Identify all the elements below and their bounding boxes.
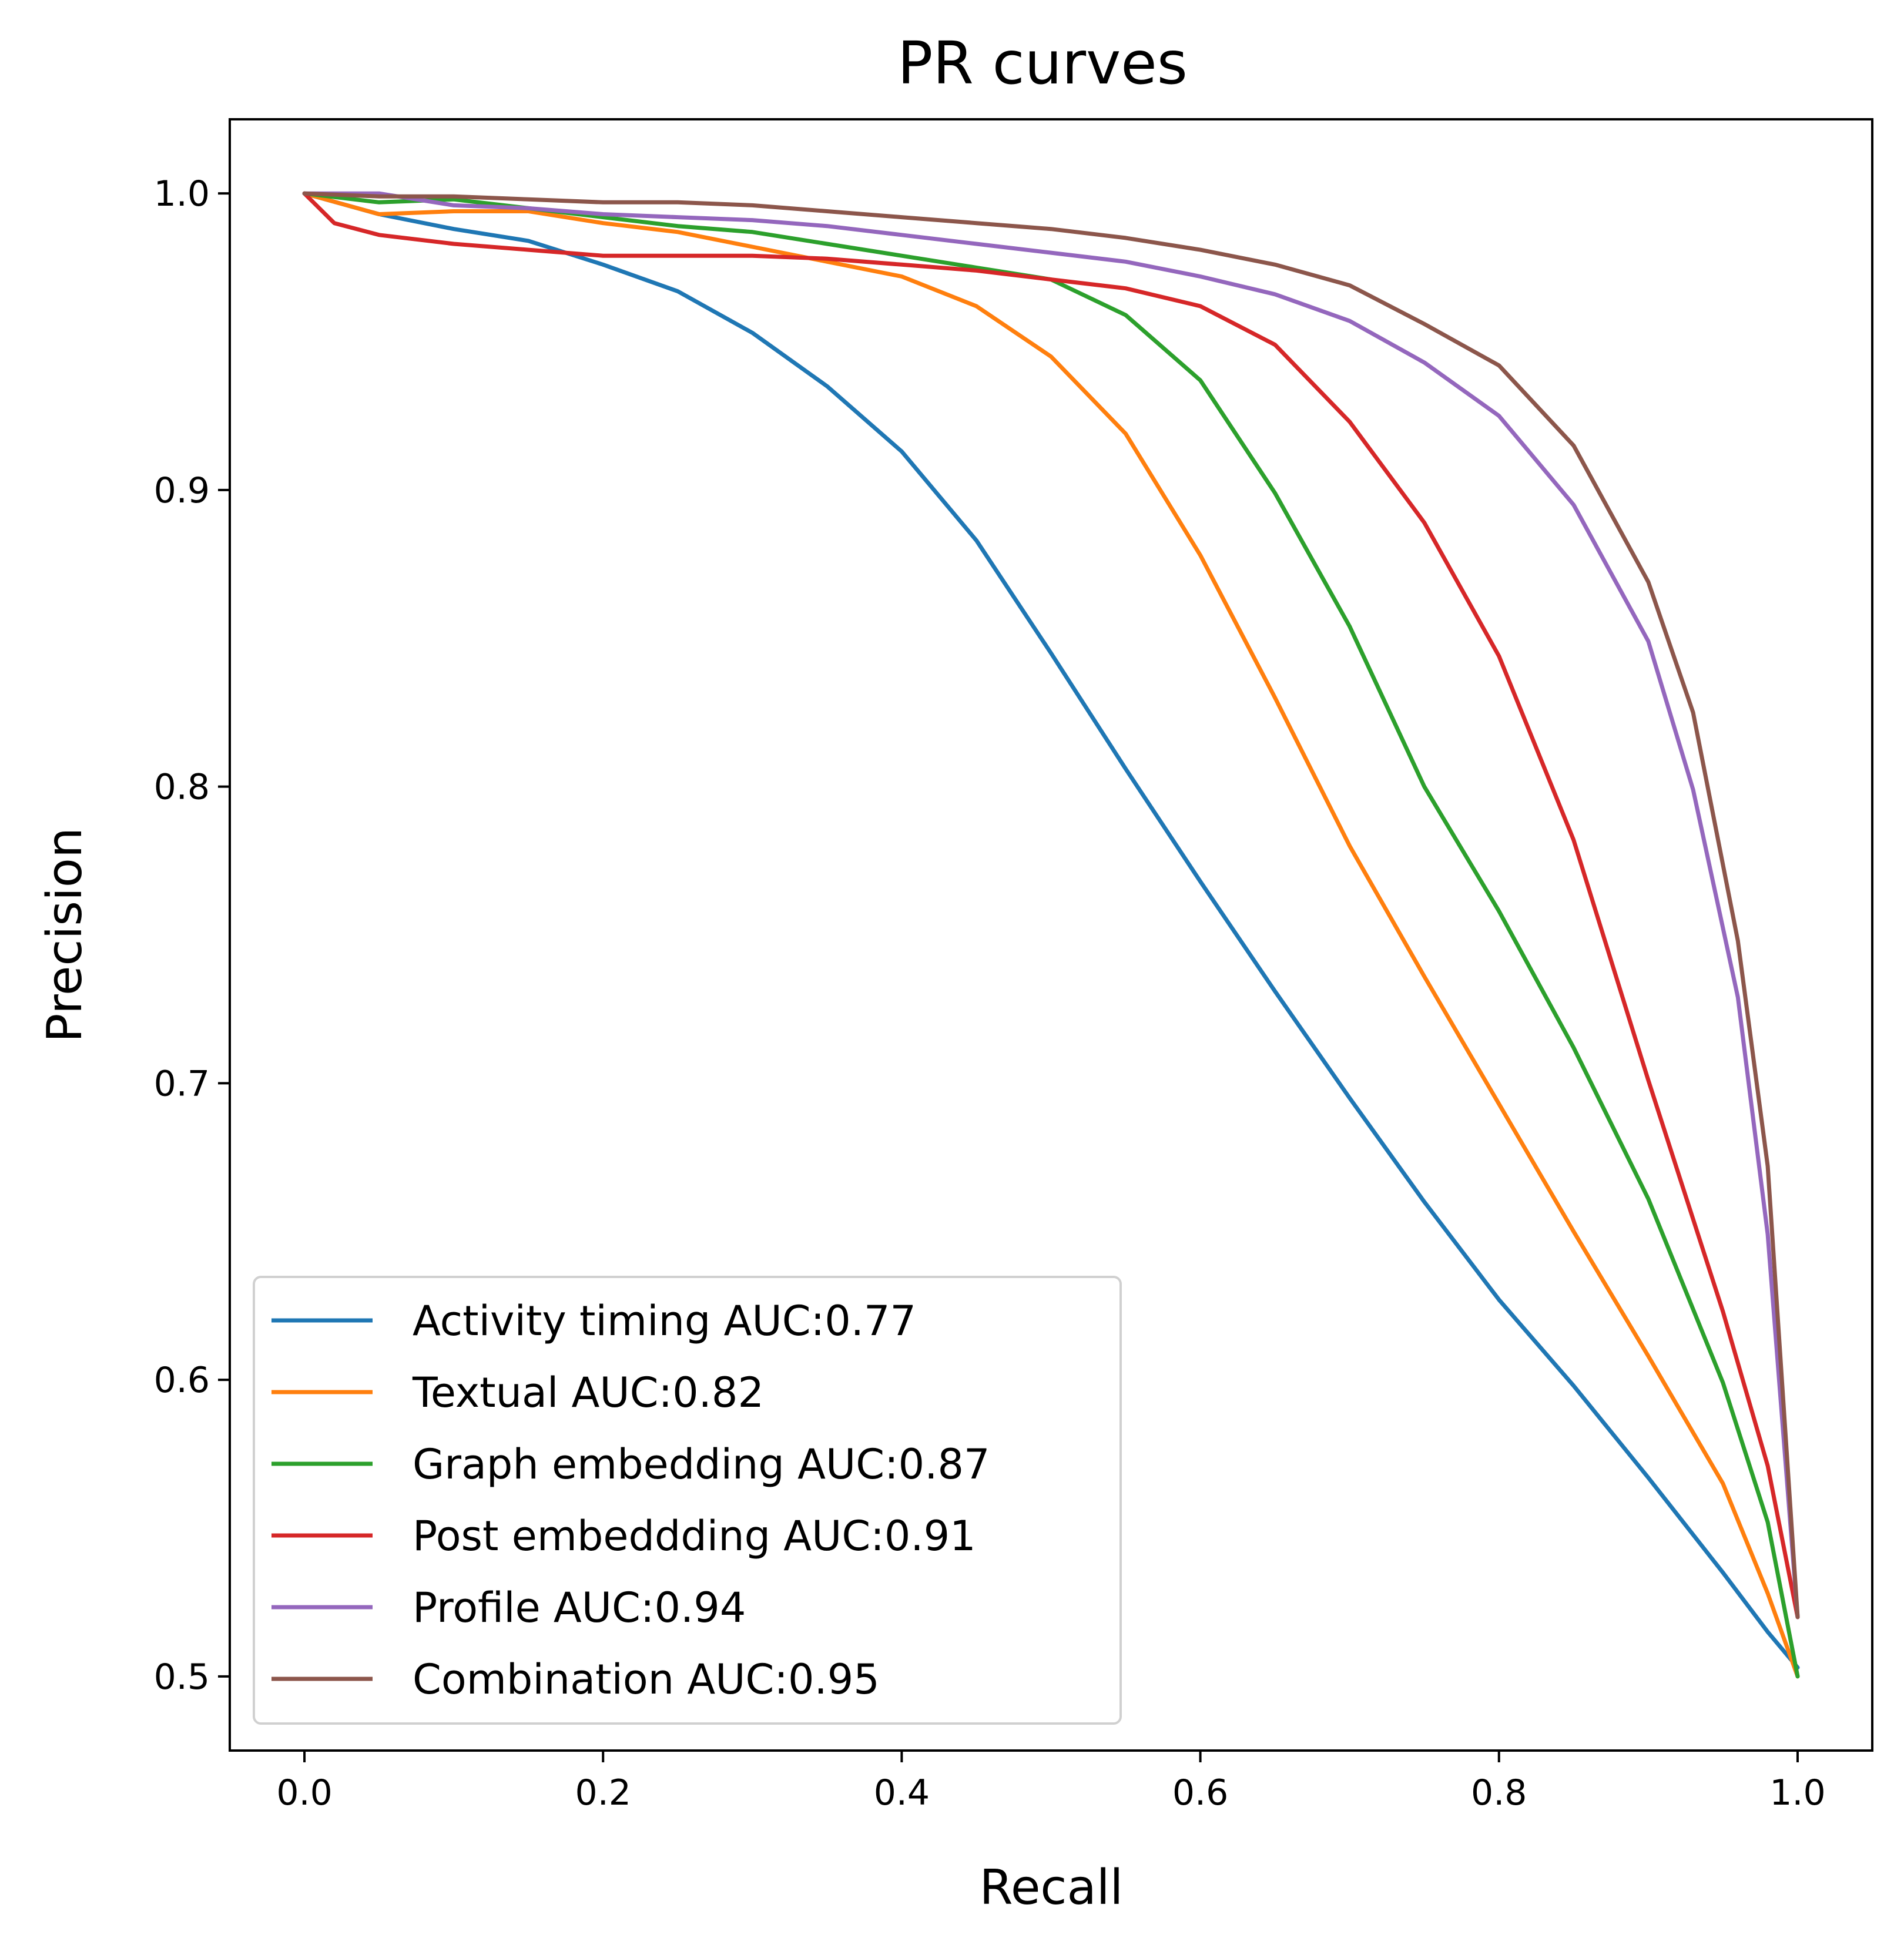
legend-label-3: Post embeddding AUC:0.91: [413, 1512, 976, 1560]
x-axis-label: Recall: [980, 1860, 1124, 1916]
series-line-5: [302, 191, 1800, 1620]
y-tick-label: 0.8: [154, 767, 210, 808]
series-lines: [302, 191, 1800, 1679]
series-line-1: [302, 191, 1800, 1679]
series-line-3: [302, 191, 1800, 1620]
legend-label-5: Combination AUC:0.95: [413, 1655, 880, 1704]
x-tick-label: 0.0: [276, 1772, 332, 1813]
x-tick-label: 0.4: [874, 1772, 930, 1813]
y-tick-label: 0.5: [154, 1657, 210, 1698]
legend-label-0: Activity timing AUC:0.77: [413, 1297, 916, 1345]
series-line-4: [302, 191, 1800, 1620]
y-tick-label: 0.6: [154, 1360, 210, 1401]
x-tick-label: 1.0: [1769, 1772, 1825, 1813]
y-tick-label: 1.0: [154, 173, 210, 214]
legend-label-2: Graph embedding AUC:0.87: [413, 1440, 990, 1488]
y-tick-label: 0.9: [154, 470, 210, 511]
legend-label-1: Textual AUC:0.82: [412, 1369, 764, 1417]
y-axis-label: Precision: [37, 827, 93, 1042]
chart-title: PR curves: [897, 29, 1188, 98]
x-axis-ticks: 0.0 0.2 0.4 0.6 0.8 1.0: [276, 1751, 1826, 1813]
legend-box: [253, 1276, 1122, 1725]
x-tick-label: 0.8: [1471, 1772, 1527, 1813]
plot-area: [302, 191, 1800, 1679]
y-axis-ticks: 0.5 0.6 0.7 0.8 0.9 1.0: [154, 173, 230, 1698]
x-tick-label: 0.6: [1172, 1772, 1228, 1813]
x-tick-label: 0.2: [575, 1772, 631, 1813]
legend-label-4: Profile AUC:0.94: [413, 1584, 746, 1632]
legend: Activity timing AUC:0.77 Textual AUC:0.82…: [253, 1276, 1122, 1725]
y-tick-label: 0.7: [154, 1063, 210, 1104]
axes-frame: [229, 118, 1873, 1752]
